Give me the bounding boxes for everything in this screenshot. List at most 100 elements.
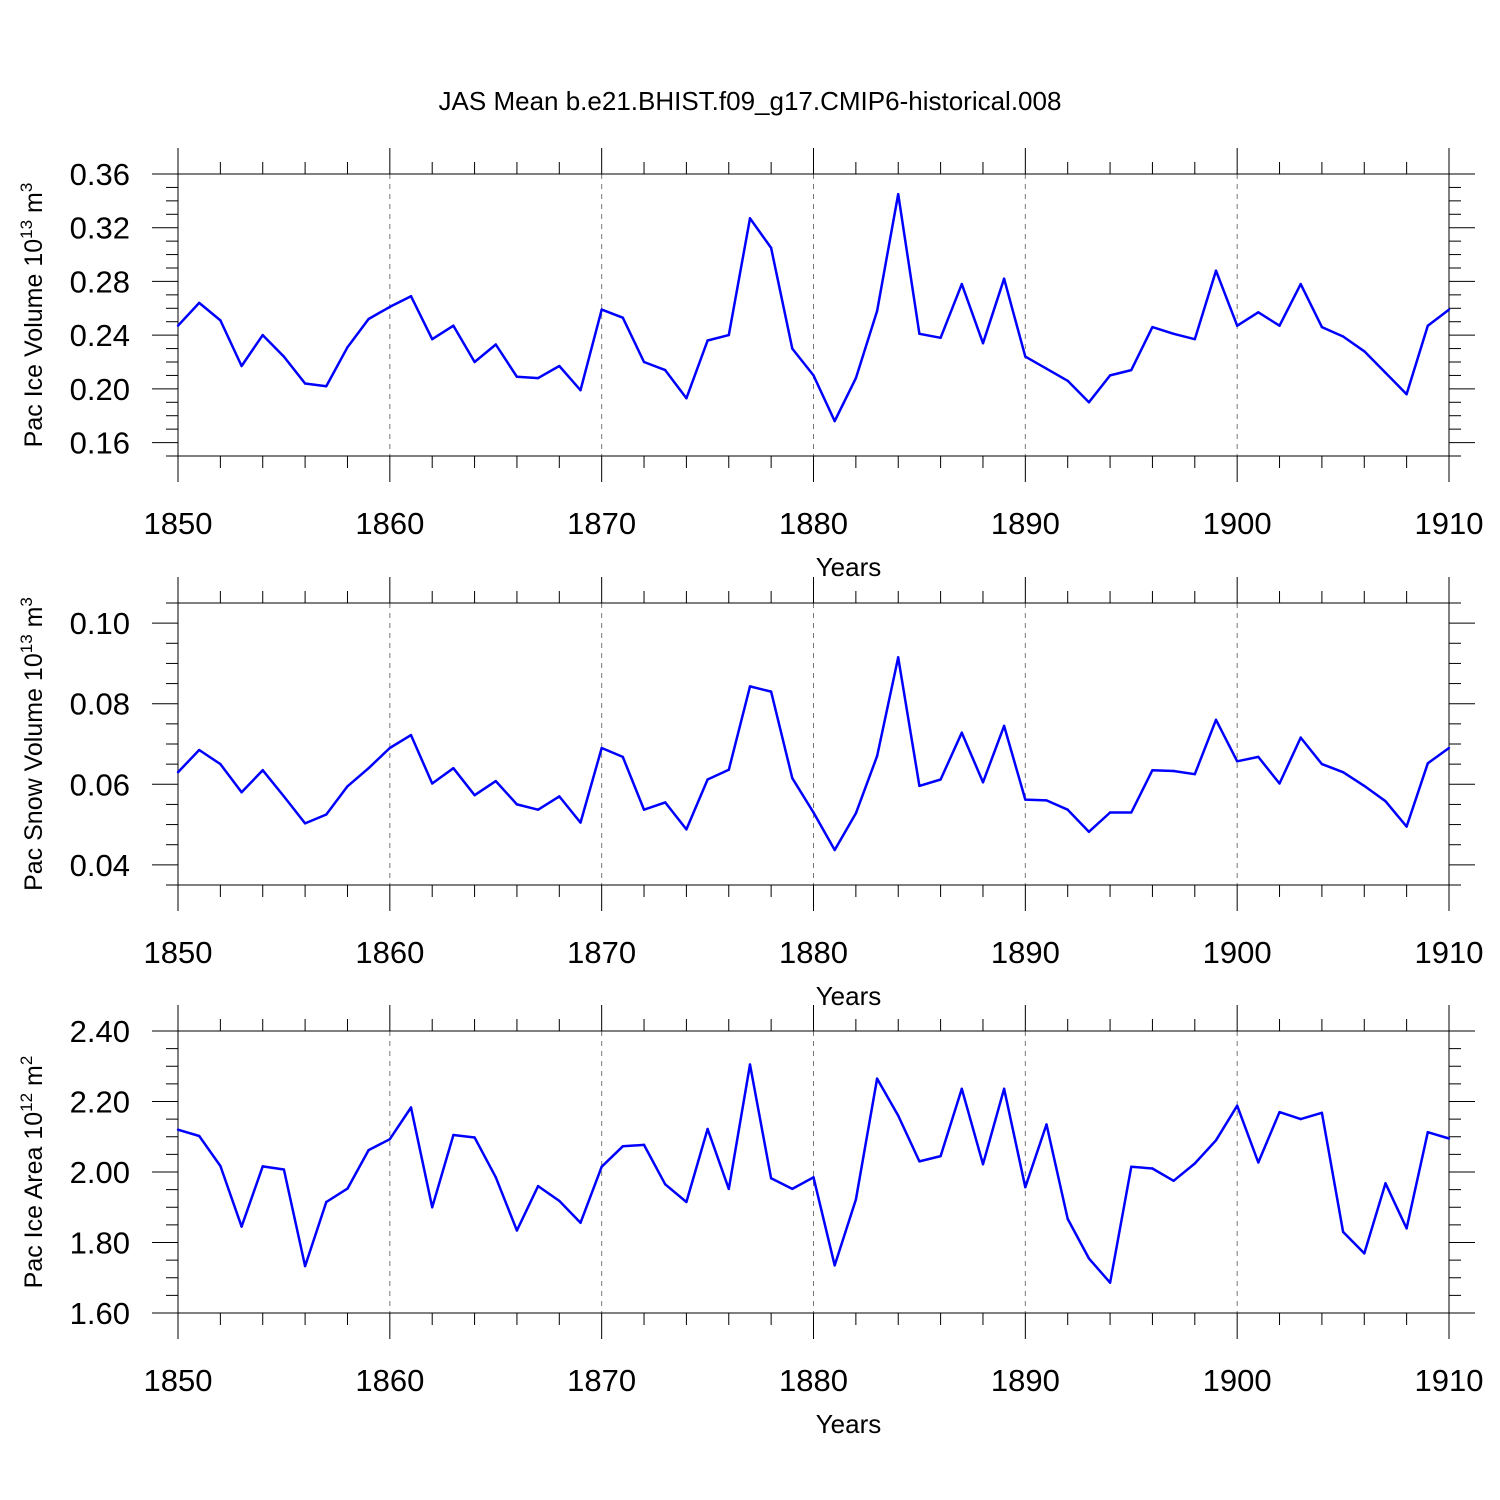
data-point [1363,350,1366,353]
data-point [981,342,985,345]
data-point [1278,782,1281,785]
data-point [176,1128,180,1131]
data-point [685,397,688,400]
data-point [664,368,667,372]
data-point [346,346,349,349]
data-point [1299,736,1302,739]
y-tick-label: 0.36 [70,157,130,192]
data-point [875,309,879,313]
data-point [1426,324,1430,327]
data-point [1278,1110,1281,1114]
data-point [1045,367,1048,370]
y-axis-label-main: Pac Ice Area 10 [20,1112,48,1289]
x-tick-label: 1890 [991,506,1060,541]
y-tick-label: 0.20 [70,372,130,407]
data-point [833,848,836,852]
data-point [600,308,603,311]
data-point [1066,808,1069,811]
data-point [197,301,201,305]
data-point [261,333,264,337]
data-point [1299,282,1302,286]
y-axis-label-exponent: 13 [17,220,36,239]
data-point [600,1165,603,1168]
data-point [197,748,201,752]
data-point [515,1229,519,1232]
data-point [769,690,773,693]
data-point [1235,1104,1239,1107]
data-point [1447,1137,1451,1140]
data-point [176,771,180,774]
data-point [600,746,603,750]
data-point [854,812,858,815]
data-point [1405,393,1408,396]
data-point [1087,1257,1091,1260]
data-point [515,375,519,378]
data-point [536,808,540,811]
y-tick-label: 2.40 [70,1014,130,1049]
data-point [642,1143,646,1147]
data-point [473,1136,476,1139]
x-tick-label: 1870 [567,1363,636,1398]
data-point [452,1133,455,1137]
data-point [473,793,476,797]
data-point [1087,830,1091,834]
data-point [1024,1185,1027,1189]
data-point [1235,324,1239,327]
data-point [579,821,582,824]
data-point [1045,799,1048,802]
panel-3: 1.60 1.80 2.00 2.20 2.40 1850 1860 1870 1880 1890… [17,1005,1483,1439]
x-tick-label: 1880 [779,1363,848,1398]
data-point [897,1114,900,1117]
data-point [1235,760,1239,763]
data-point [1172,769,1175,773]
y-tick-label: 2.20 [70,1085,130,1120]
data-point [282,1168,286,1171]
y-axis-label-exponent: 12 [17,1093,36,1112]
data-point [1130,1165,1133,1168]
data-point [536,376,540,380]
y-tick-label: 1.60 [70,1296,130,1331]
x-tick-label: 1890 [991,1363,1060,1398]
data-point [367,1148,370,1152]
data-point [1341,335,1345,338]
data-point [473,360,476,364]
y-tick-label: 1.80 [70,1226,130,1261]
data-point [176,324,180,327]
data-point [1447,746,1451,750]
data-point [1363,1252,1366,1255]
data-point [1151,768,1154,772]
x-tick-label: 1850 [144,935,213,970]
data-point [833,1264,836,1267]
data-point [388,746,392,750]
y-tick-label: 0.32 [70,211,130,246]
data-point [981,1163,985,1166]
data-point [1426,1130,1430,1134]
data-point [1024,798,1027,801]
data-point [706,778,709,781]
data-point [748,217,752,220]
y-axis-label: Pac Ice Area 1012 m2 [17,1056,48,1289]
data-point [1002,724,1006,728]
y-tick-label: 0.24 [70,318,130,353]
data-point [388,1138,392,1141]
data-point [664,801,667,804]
data-point [431,782,434,785]
data-point [431,1206,434,1209]
data-point [1045,1123,1048,1126]
data-point [1108,1281,1112,1284]
data-point [367,766,370,770]
data-point [240,1225,243,1228]
y-axis-label-unit: m [20,192,48,220]
data-point [1299,1117,1302,1121]
data-point [833,419,836,423]
data-point [303,822,307,825]
x-tick-label: 1910 [1415,506,1484,541]
data-point [1002,277,1006,280]
data-point [897,192,900,196]
data-point [875,1077,879,1080]
data-point [812,1176,815,1179]
data-point [960,1087,963,1091]
y-axis-label: Pac Snow Volume 1013 m3 [17,597,48,891]
x-tick-label: 1900 [1203,935,1272,970]
x-tick-label: 1850 [144,1363,213,1398]
